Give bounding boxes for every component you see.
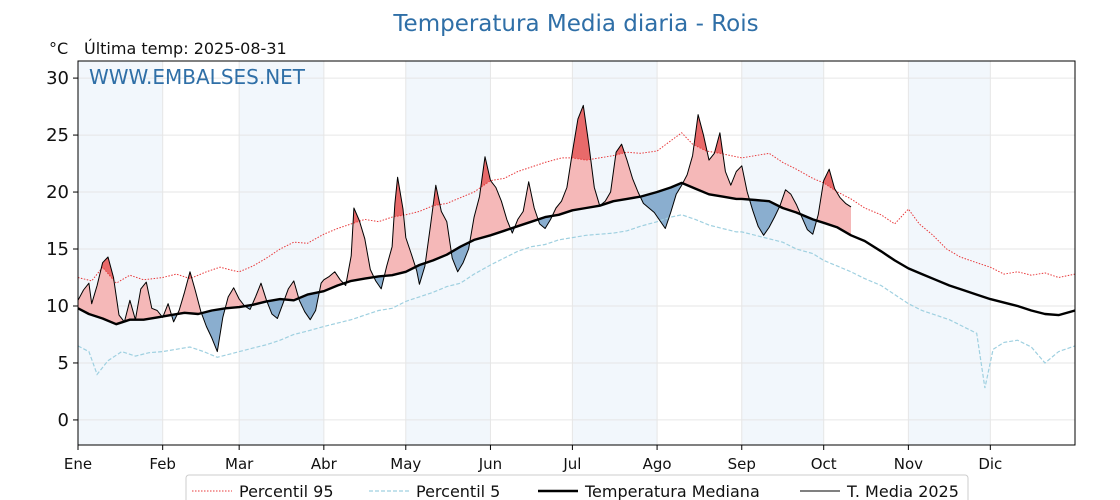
- series-lines: [78, 104, 1075, 389]
- legend-box: [185, 474, 969, 500]
- y-tick-label-15: 15: [46, 239, 69, 260]
- above-median-fill-9: [384, 177, 416, 276]
- y-tick-label-30: 30: [46, 68, 69, 89]
- watermark: WWW.EMBALSES.NET: [89, 65, 306, 89]
- above-p95-fill-2: [353, 208, 360, 224]
- above-median-fill-11: [470, 156, 511, 242]
- legend-label-3: T. Media 2025: [846, 482, 959, 500]
- above-median-fill-1: [125, 282, 162, 322]
- chart-title: Temperatura Media diaria - Rois: [392, 11, 758, 37]
- above-median-fill-16: [816, 169, 851, 236]
- anomaly-fills: [78, 105, 851, 352]
- y-tick-label-5: 5: [58, 353, 69, 374]
- x-tick-label-ago: Ago: [643, 455, 672, 473]
- below-median-fill-0: [171, 314, 177, 322]
- legend-label-1: Percentil 5: [416, 482, 500, 500]
- plot-frame: [77, 60, 1076, 446]
- above-median-fill-8: [346, 208, 374, 283]
- month-bands: [78, 61, 991, 445]
- below-median-fill-1: [201, 308, 225, 352]
- x-tick-label-feb: Feb: [149, 455, 176, 473]
- above-p95-fill-5: [480, 156, 490, 188]
- y-tick-label-0: 0: [58, 410, 69, 431]
- above-p95-fill-0: [101, 257, 114, 280]
- below-median-fill-3: [267, 299, 285, 319]
- y-tick-label-25: 25: [46, 125, 69, 146]
- y-tick-label-10: 10: [46, 296, 69, 317]
- above-median-fill-10: [425, 185, 451, 263]
- x-tick-label-abr: Abr: [311, 455, 338, 473]
- below-median-fill-7: [416, 263, 425, 285]
- x-tick-label-dic: Dic: [978, 455, 1002, 473]
- above-p95-fill-1: [188, 271, 192, 279]
- above-p95-fill-3: [394, 177, 403, 217]
- x-axis-ticks: Ene Feb Mar Abr May Jun Jul Ago Sep Oct Nov Dic: [64, 445, 1002, 473]
- legend-label-0: Percentil 95: [239, 482, 334, 500]
- month-band-nov: [908, 61, 991, 445]
- above-median-fill-13: [552, 105, 640, 216]
- y-tick-label-20: 20: [46, 182, 69, 203]
- legend-label-2: Temperatura Mediana: [584, 482, 760, 500]
- above-p95-fill-9: [715, 132, 723, 154]
- above-median-fill-5: [252, 283, 267, 305]
- above-p95-fill-8: [694, 114, 707, 152]
- x-tick-label-may: May: [390, 455, 421, 473]
- x-tick-label-mar: Mar: [225, 455, 254, 473]
- series-line-t-media-2025: [78, 104, 852, 353]
- month-band-mar: [239, 61, 324, 445]
- last-temp-label: Última temp: 2025-08-31: [84, 39, 287, 58]
- series-line-percentil-5: [78, 214, 1075, 389]
- y-axis-ticks: 0 5 10 15 20 25 30: [46, 68, 78, 431]
- legend: Percentil 95 Percentil 5 Temperatura Media…: [185, 474, 969, 500]
- unit-label: °C: [49, 39, 68, 58]
- x-tick-label-jun: Jun: [478, 455, 502, 473]
- x-tick-label-nov: Nov: [894, 455, 923, 473]
- x-tick-label-sep: Sep: [728, 455, 756, 473]
- x-tick-label-oct: Oct: [811, 455, 837, 473]
- x-tick-label-ene: Ene: [64, 455, 92, 473]
- above-p95-fill-6: [571, 105, 591, 161]
- x-tick-label-jul: Jul: [562, 455, 581, 473]
- below-median-fill-12: [750, 199, 780, 236]
- above-median-fill-3: [177, 271, 201, 314]
- month-band-ene: [78, 61, 163, 445]
- above-median-fill-4: [225, 287, 245, 309]
- series-line-temperatura-mediana: [78, 181, 1075, 326]
